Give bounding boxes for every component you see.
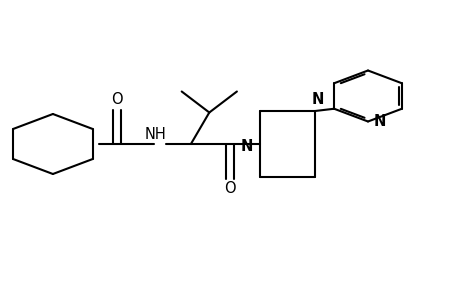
Text: N: N <box>240 139 252 154</box>
Text: N: N <box>311 92 323 107</box>
Text: O: O <box>224 181 235 196</box>
Text: NH: NH <box>144 127 166 142</box>
Text: O: O <box>111 92 123 107</box>
Text: N: N <box>373 114 385 129</box>
